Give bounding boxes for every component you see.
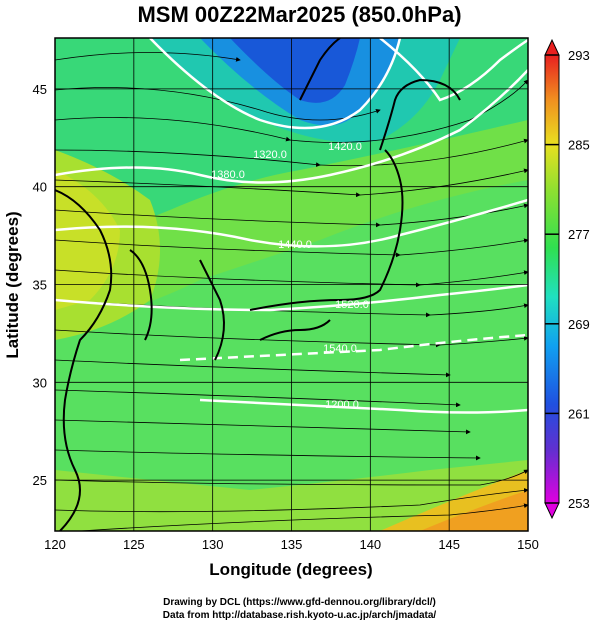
colorbar-label: 253 xyxy=(568,496,590,511)
contour-label: 1440.0 xyxy=(278,239,312,251)
colorbar-label: 293 xyxy=(568,48,590,63)
credit-data-source: Data from http://database.rish.kyoto-u.a… xyxy=(162,610,437,621)
streamlines xyxy=(55,52,528,531)
x-tick-label: 135 xyxy=(281,537,303,552)
contour-label: 1200.0 xyxy=(325,399,359,411)
y-tick-label: 25 xyxy=(33,473,47,488)
contour-label: 1320.0 xyxy=(253,149,287,161)
y-tick-label: 35 xyxy=(33,278,47,293)
map-title: MSM 00Z22Mar2025 (850.0hPa) xyxy=(137,2,462,27)
y-axis-label: Latitude (degrees) xyxy=(3,211,22,358)
x-tick-label: 130 xyxy=(202,537,224,552)
contour-label: 1380.0 xyxy=(211,169,245,181)
x-tick-label: 140 xyxy=(359,537,381,552)
y-tick-label: 30 xyxy=(33,375,47,390)
x-tick-label: 145 xyxy=(438,537,460,552)
colorbar-label: 261 xyxy=(568,406,590,421)
x-tick-label: 150 xyxy=(517,537,539,552)
x-tick-labels: 120 125 130 135 140 145 150 xyxy=(44,537,539,552)
colorbar-label: 285 xyxy=(568,138,590,153)
contour-label: 1540.0 xyxy=(323,343,357,355)
height-contours xyxy=(55,38,528,414)
colorbar-label: 269 xyxy=(568,317,590,332)
x-tick-label: 125 xyxy=(123,537,145,552)
lat-lon-grid xyxy=(54,38,529,531)
x-tick-label: 120 xyxy=(44,537,66,552)
coastlines xyxy=(55,38,461,531)
colorbar: 293 285 277 269 261 253 xyxy=(544,38,590,520)
y-tick-label: 45 xyxy=(33,82,47,97)
contour-labels: 1320.0 1380.0 1420.0 1440.0 1520.0 1540.0 1200… xyxy=(211,141,369,411)
x-axis-label: Longitude (degrees) xyxy=(209,560,372,579)
y-tick-label: 40 xyxy=(33,180,47,195)
y-tick-labels: 25 30 35 40 45 xyxy=(33,82,47,488)
credit-drawing: Drawing by DCL (https://www.gfd-dennou.o… xyxy=(163,597,436,608)
colorbar-label: 277 xyxy=(568,227,590,242)
contour-label: 1420.0 xyxy=(328,141,362,153)
contour-label: 1520.0 xyxy=(335,299,369,311)
